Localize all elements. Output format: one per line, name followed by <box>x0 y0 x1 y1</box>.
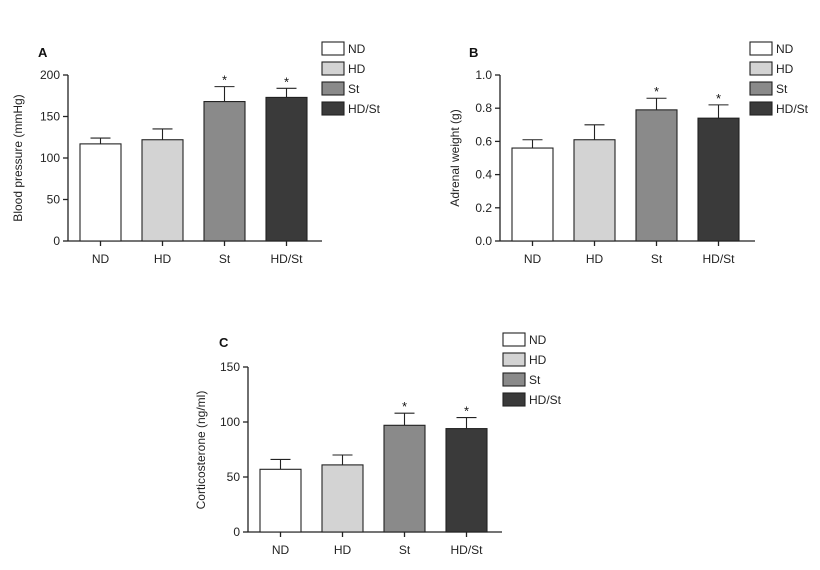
x-tick-label: HD <box>154 252 172 266</box>
legend-label: St <box>348 82 360 96</box>
legend-swatch <box>502 352 526 367</box>
bar-st <box>203 101 246 242</box>
legend-label: HD <box>776 62 794 76</box>
legend-label: St <box>529 373 541 387</box>
y-tick-label: 0.2 <box>475 201 492 215</box>
bar-hd <box>573 139 616 242</box>
y-tick-label: 0.4 <box>475 168 492 182</box>
x-tick-label: HD/St <box>270 252 303 266</box>
x-tick-label: HD/St <box>450 543 483 557</box>
legend-label: HD/St <box>776 102 809 116</box>
panel-letter: A <box>38 45 48 60</box>
significance-star: * <box>402 399 407 414</box>
legend-label: HD/St <box>348 102 381 116</box>
bar-hd-st <box>445 428 488 533</box>
legend-label: HD <box>348 62 366 76</box>
bar-nd <box>259 468 302 533</box>
panel-letter: B <box>469 45 478 60</box>
y-axis-label: Blood pressure (mmHg) <box>11 94 25 221</box>
bar-nd <box>79 143 122 242</box>
legend-label: ND <box>348 42 366 56</box>
legend-swatch <box>502 332 526 347</box>
significance-star: * <box>222 73 227 88</box>
x-tick-label: HD/St <box>702 252 735 266</box>
y-tick-label: 0 <box>53 234 60 248</box>
significance-star: * <box>464 404 469 419</box>
significance-star: * <box>284 74 289 89</box>
x-tick-label: ND <box>524 252 542 266</box>
legend-label: ND <box>529 333 547 347</box>
y-tick-label: 0.8 <box>475 101 492 115</box>
legend-swatch <box>321 101 345 116</box>
panel-letter: C <box>219 335 229 350</box>
legend-label: ND <box>776 42 794 56</box>
bar-hd-st <box>697 117 740 242</box>
legend-swatch <box>502 392 526 407</box>
chart-panel-a: A Blood pressure (mmHg) 0 50 100 150 200 ND HD * S… <box>11 41 381 266</box>
y-tick-label: 150 <box>40 110 60 124</box>
x-tick-label: St <box>399 543 411 557</box>
y-tick-label: 0.6 <box>475 134 492 148</box>
bar-st <box>383 424 426 533</box>
x-tick-label: HD <box>334 543 352 557</box>
bar-hd-st <box>265 96 308 242</box>
x-tick-label: HD <box>586 252 604 266</box>
x-tick-label: ND <box>272 543 290 557</box>
legend-label: HD/St <box>529 393 562 407</box>
x-tick-label: St <box>651 252 663 266</box>
y-tick-label: 50 <box>47 193 61 207</box>
y-tick-label: 0.0 <box>475 234 492 248</box>
legend-swatch <box>502 372 526 387</box>
legend-swatch <box>749 61 773 76</box>
y-tick-label: 0 <box>233 525 240 539</box>
chart-panel-b: B Adrenal weight (g) 0.0 0.2 0.4 0.6 0.8 1.0 ND H… <box>448 41 809 266</box>
y-axis-label: Adrenal weight (g) <box>448 109 462 206</box>
legend-swatch <box>321 81 345 96</box>
y-tick-label: 100 <box>40 151 60 165</box>
y-tick-label: 150 <box>220 360 240 374</box>
legend-swatch <box>749 81 773 96</box>
x-tick-label: St <box>219 252 231 266</box>
bar-st <box>635 109 678 242</box>
y-axis-label: Corticosterone (ng/ml) <box>194 391 208 510</box>
legend-swatch <box>321 61 345 76</box>
legend-swatch <box>749 41 773 56</box>
bar-nd <box>511 147 554 242</box>
legend-swatch <box>321 41 345 56</box>
legend-label: St <box>776 82 788 96</box>
significance-star: * <box>654 84 659 99</box>
significance-star: * <box>716 91 721 106</box>
y-tick-label: 50 <box>227 470 241 484</box>
legend-swatch <box>749 101 773 116</box>
y-tick-label: 100 <box>220 415 240 429</box>
chart-panel-c: C Corticosterone (ng/ml) 0 50 100 150 ND HD * St *… <box>194 332 562 557</box>
legend-label: HD <box>529 353 547 367</box>
y-tick-label: 200 <box>40 68 60 82</box>
bar-hd <box>141 139 184 242</box>
bar-hd <box>321 464 364 533</box>
x-tick-label: ND <box>92 252 110 266</box>
y-tick-label: 1.0 <box>475 68 492 82</box>
